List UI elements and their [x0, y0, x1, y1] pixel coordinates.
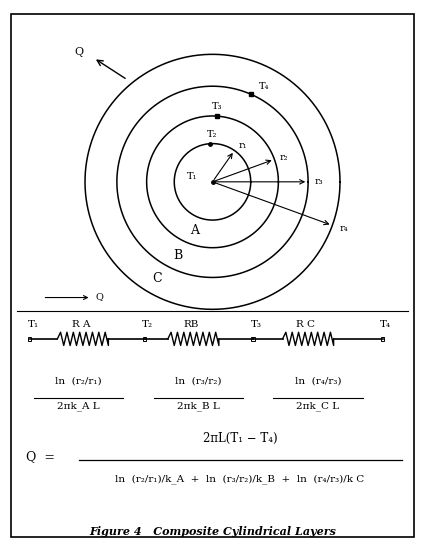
- Text: T₄: T₄: [259, 82, 270, 91]
- Text: 2πk_B L: 2πk_B L: [177, 401, 220, 411]
- Bar: [381, 337, 384, 341]
- Text: 2πL(T₁ − T₄): 2πL(T₁ − T₄): [203, 433, 278, 445]
- Text: ln  (r₂/r₁)/k_A  +  ln  (r₃/r₂)/k_B  +  ln  (r₄/r₃)/k C: ln (r₂/r₁)/k_A + ln (r₃/r₂)/k_B + ln (r₄…: [116, 474, 365, 484]
- Text: T₂: T₂: [207, 130, 218, 139]
- Text: T₃: T₃: [251, 320, 262, 329]
- Text: ln  (r₄/r₃): ln (r₄/r₃): [295, 377, 341, 386]
- Text: R A: R A: [71, 320, 90, 329]
- FancyBboxPatch shape: [11, 14, 414, 537]
- Text: r₃: r₃: [314, 177, 323, 186]
- Text: T₁: T₁: [187, 172, 198, 181]
- Text: T₃: T₃: [212, 102, 222, 111]
- Text: C: C: [152, 272, 162, 285]
- Text: 2πk_A L: 2πk_A L: [57, 401, 100, 411]
- Text: Q: Q: [96, 292, 104, 301]
- Text: T₂: T₂: [142, 320, 153, 329]
- Text: Q: Q: [74, 47, 83, 57]
- Text: Q  =: Q =: [26, 450, 54, 463]
- Text: T₄: T₄: [380, 320, 391, 329]
- Text: r₄: r₄: [340, 224, 348, 233]
- Text: r₂: r₂: [280, 153, 288, 162]
- Text: RB: RB: [184, 320, 199, 329]
- Text: A: A: [190, 224, 199, 237]
- Text: ln  (r₃/r₂): ln (r₃/r₂): [175, 377, 222, 386]
- Bar: [251, 337, 255, 341]
- Text: r₁: r₁: [238, 141, 247, 150]
- Text: ln  (r₂/r₁): ln (r₂/r₁): [55, 377, 102, 386]
- Text: 2πk_C L: 2πk_C L: [296, 401, 340, 411]
- Text: Figure 4   Composite Cylindrical Layers: Figure 4 Composite Cylindrical Layers: [89, 526, 336, 537]
- Bar: [143, 337, 146, 341]
- Text: B: B: [174, 249, 183, 262]
- Bar: [28, 337, 31, 341]
- Text: R C: R C: [297, 320, 315, 329]
- Text: T₁: T₁: [28, 320, 39, 329]
